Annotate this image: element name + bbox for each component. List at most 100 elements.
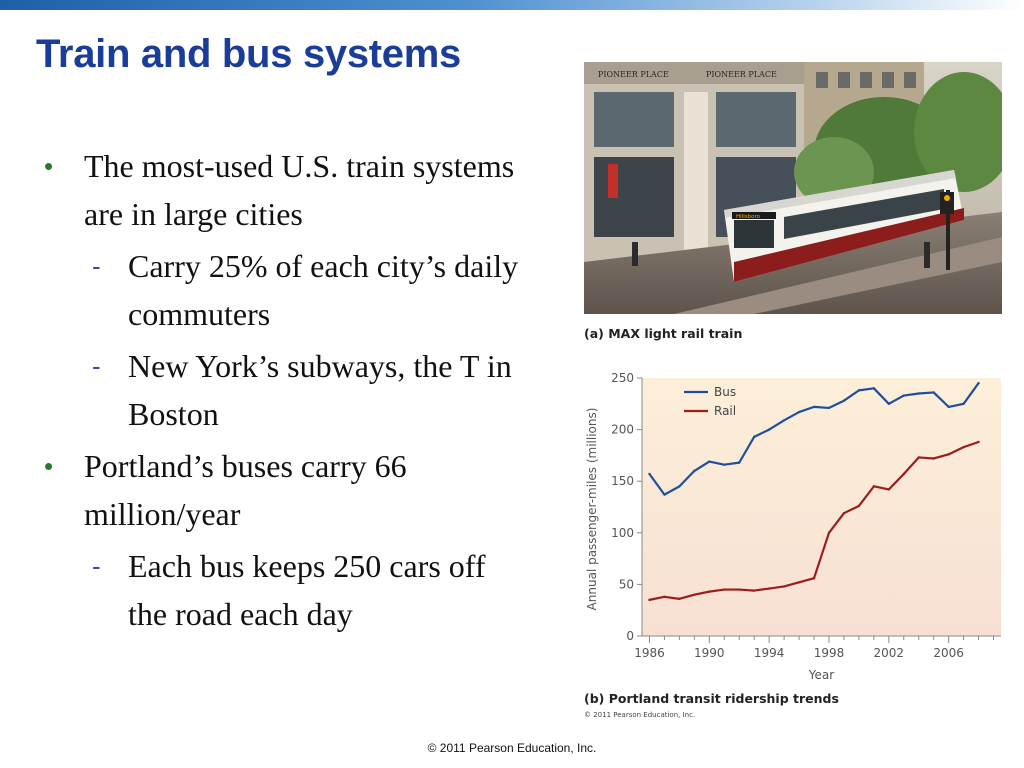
data-point-rail	[752, 589, 756, 592]
light-rail-photo: PIONEER PLACE PIONEER PLACE Hillsboro	[584, 62, 1002, 314]
x-tick-label: 2006	[933, 646, 964, 660]
slide-footer: © 2011 Pearson Education, Inc.	[427, 741, 597, 755]
sub-bullet-item: - New York’s subways, the T in Boston	[92, 342, 524, 438]
data-point-rail	[887, 488, 891, 491]
data-point-bus	[872, 387, 876, 390]
plot-area	[642, 378, 1001, 636]
sub-bullet-text: New York’s subways, the T in Boston	[128, 348, 512, 432]
data-point-rail	[962, 445, 965, 449]
signal-pole	[946, 190, 950, 270]
sub-bullet-marker: -	[92, 351, 101, 381]
bullet-marker: •	[44, 151, 54, 181]
data-point-bus	[693, 469, 696, 473]
train-windshield	[734, 220, 774, 248]
x-tick-label: 1994	[754, 646, 785, 660]
window	[882, 72, 894, 88]
data-point-bus	[678, 485, 681, 488]
sub-bullet-marker: -	[92, 251, 101, 281]
data-point-bus	[902, 394, 905, 397]
bullet-marker: •	[44, 451, 54, 481]
bullet-item: • Portland’s buses carry 66 million/year	[44, 442, 524, 538]
shop-window	[594, 92, 674, 147]
data-point-rail	[708, 590, 711, 593]
building-cornice	[584, 62, 804, 84]
window	[904, 72, 916, 88]
data-point-bus	[812, 405, 816, 409]
y-axis-label: Annual passenger-miles (millions)	[585, 408, 599, 611]
data-point-bus	[782, 419, 786, 422]
data-point-rail	[947, 453, 950, 456]
data-point-rail	[842, 511, 846, 515]
tree	[914, 72, 1002, 192]
data-point-bus	[842, 399, 846, 402]
bullet-text: The most-used U.S. train systems are in …	[84, 148, 515, 232]
data-point-bus	[947, 405, 950, 409]
bullet-list: • The most-used U.S. train systems are i…	[44, 142, 524, 642]
slide-top-bar	[0, 0, 1024, 10]
data-point-rail	[917, 456, 920, 459]
light-rail-illustration: PIONEER PLACE PIONEER PLACE Hillsboro	[584, 62, 1002, 314]
data-point-bus	[827, 406, 831, 410]
photo-caption: (a) MAX light rail train	[584, 326, 743, 341]
y-tick-label: 150	[611, 474, 634, 488]
data-point-rail	[782, 585, 786, 588]
legend-label-bus: Bus	[714, 385, 736, 399]
x-tick-label: 1990	[694, 646, 725, 660]
data-series	[648, 381, 980, 602]
store-entrance	[594, 157, 674, 237]
data-point-rail	[648, 598, 651, 602]
window	[838, 72, 850, 88]
data-point-bus	[663, 493, 666, 496]
data-point-rail	[812, 577, 816, 580]
data-point-bus	[962, 402, 965, 405]
y-tick-label: 50	[619, 577, 634, 591]
data-point-bus	[887, 402, 891, 405]
train-stripe	[734, 208, 964, 282]
bullet-text: Portland’s buses carry 66 million/year	[84, 448, 407, 532]
data-point-bus	[917, 392, 920, 395]
traffic-signal	[940, 192, 954, 214]
shop-window	[716, 92, 796, 147]
data-point-bus	[797, 410, 801, 414]
y-tick-label: 0	[626, 629, 634, 643]
data-point-bus	[752, 435, 756, 439]
data-point-rail	[767, 587, 771, 590]
data-point-bus	[977, 381, 980, 385]
window	[860, 72, 872, 88]
sub-bullet-item: - Each bus keeps 250 cars off the road e…	[92, 542, 524, 638]
data-point-bus	[723, 463, 726, 466]
building-sign-right: PIONEER PLACE	[706, 70, 777, 79]
y-tick-label: 250	[611, 372, 634, 385]
data-point-rail	[797, 581, 801, 584]
data-point-rail	[902, 472, 905, 476]
train-windows	[784, 189, 944, 239]
data-point-bus	[767, 428, 771, 431]
sub-bullet-text: Carry 25% of each city’s daily commuters	[128, 248, 519, 332]
data-point-rail	[857, 504, 861, 508]
data-point-rail	[932, 457, 935, 460]
data-point-rail	[678, 597, 681, 601]
signal-light	[944, 195, 950, 201]
bullet-item: • The most-used U.S. train systems are i…	[44, 142, 524, 238]
pedestrian	[924, 242, 930, 268]
building-sign-left: PIONEER PLACE	[598, 70, 669, 79]
data-point-rail	[977, 440, 980, 444]
data-point-rail	[827, 531, 831, 534]
banner	[608, 164, 618, 198]
slide-title: Train and bus systems	[36, 32, 461, 76]
rail-track	[674, 237, 1002, 314]
data-point-bus	[708, 460, 711, 463]
window	[816, 72, 828, 88]
train-roof	[724, 170, 956, 218]
sub-bullet-item: - Carry 25% of each city’s daily commute…	[92, 242, 524, 338]
x-tick-label: 1998	[814, 646, 845, 660]
x-axis-label: Year	[808, 668, 834, 682]
chart-caption: (b) Portland transit ridership trends	[584, 691, 839, 706]
data-point-rail	[723, 588, 726, 591]
data-point-bus	[857, 389, 861, 392]
axes: 0 50 100 150 200 250 1986 1990 1994 1998 2002 2006	[611, 372, 1001, 660]
y-tick-label: 200	[611, 423, 634, 437]
legend-label-rail: Rail	[714, 404, 736, 418]
y-tick-label: 100	[611, 526, 634, 540]
